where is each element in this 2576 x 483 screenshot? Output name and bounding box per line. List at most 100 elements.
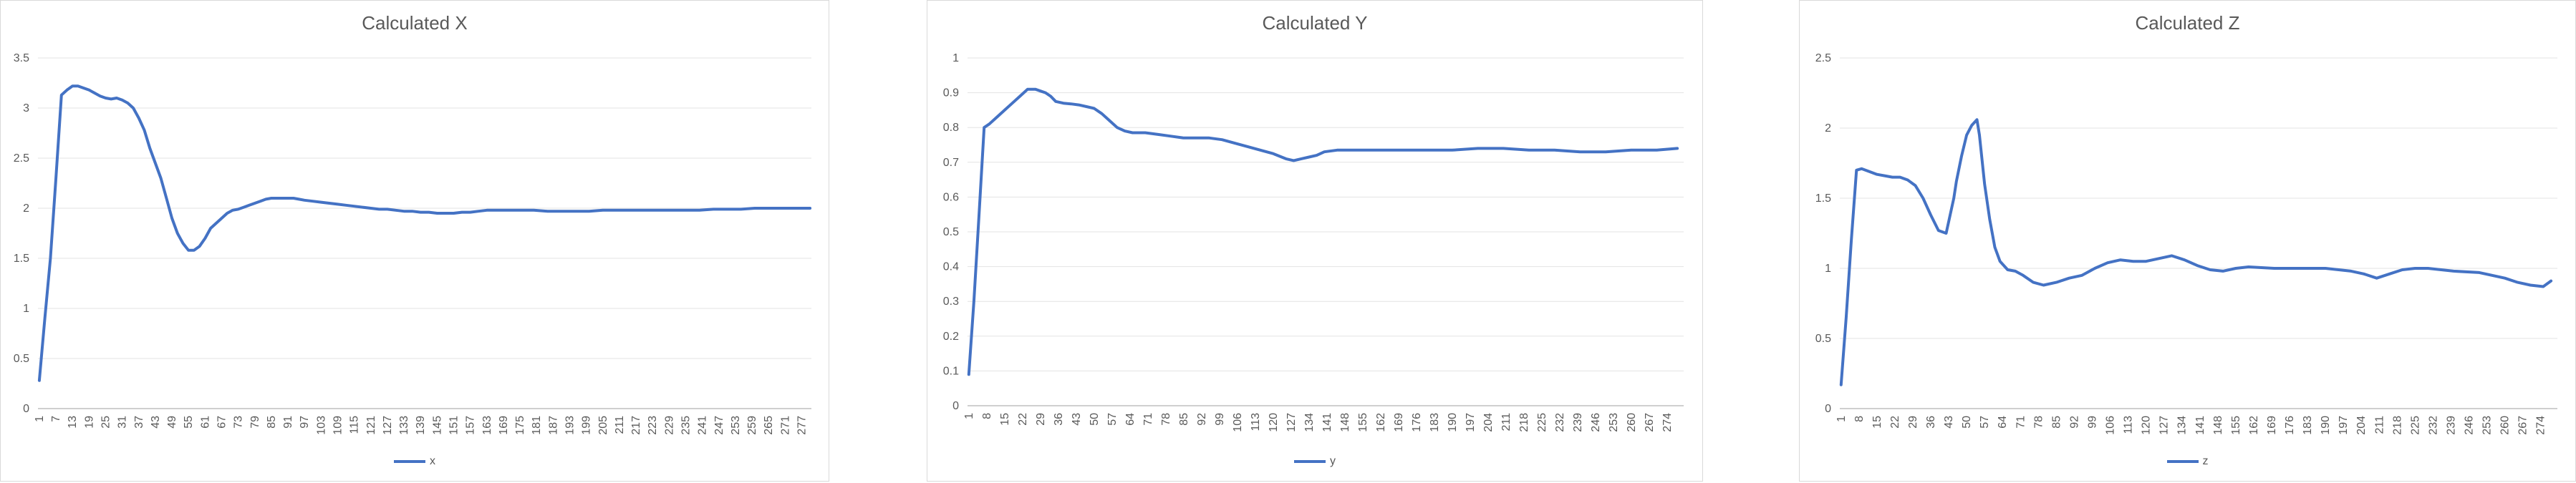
- x-tick-label: 271: [779, 416, 791, 435]
- x-tick-label: 1: [34, 416, 46, 422]
- x-tick-label: 183: [2302, 416, 2314, 435]
- y-tick-label: 0.5: [1815, 333, 1831, 345]
- x-tick-label: 155: [2230, 416, 2242, 435]
- x-tick-label: 31: [117, 416, 129, 429]
- x-tick-label: 134: [1303, 413, 1316, 432]
- x-tick-label: 274: [2535, 416, 2547, 435]
- chart-plot-z: 00.511.522.51 8 15 22 29 36 43 50 57 64 71 78 85 92 99…: [1815, 52, 2557, 435]
- x-tick-label: 181: [531, 416, 543, 435]
- chart-panel-y: Calculated Y 0 0.1 0.2 0.3 0.4 0.5 0.6 0.7 0.8 0.…: [927, 0, 1703, 482]
- x-tick-label: 92: [2068, 416, 2080, 429]
- x-tick-label: 176: [2284, 416, 2296, 435]
- x-tick-label: 175: [514, 416, 526, 435]
- x-tick-label: 120: [2141, 416, 2153, 435]
- chart-title: Calculated Y: [1262, 12, 1368, 34]
- x-tick-label: 49: [166, 416, 178, 429]
- x-tick-label: 50: [1089, 413, 1101, 426]
- x-tick-label: 113: [1250, 413, 1262, 431]
- x-tick-label: 64: [1997, 416, 2009, 429]
- x-tick-label: 187: [547, 416, 559, 435]
- x-tick-label: 29: [1907, 416, 1919, 429]
- x-tick-label: 176: [1411, 413, 1423, 432]
- x-tick-label: 169: [1393, 413, 1405, 432]
- y-tick-label: 1: [1825, 263, 1831, 275]
- chart-panel-x: Calculated X 0 0.5 1 1.5 2 2.5 3 3.5 1 7 13 19 25 31 3…: [0, 0, 829, 482]
- x-tick-label: 127: [2158, 416, 2171, 435]
- y-tick-label: 0.5: [943, 226, 959, 238]
- x-tick-label: 36: [1925, 416, 1937, 429]
- x-tick-label: 22: [1889, 416, 1901, 429]
- x-tick-label: 197: [1465, 413, 1477, 432]
- x-tick-label: 246: [1590, 413, 1602, 432]
- x-tick-label: 133: [398, 416, 410, 435]
- legend-swatch: [394, 459, 425, 463]
- x-tick-label: 99: [1214, 413, 1226, 426]
- x-tick-label: 235: [680, 416, 693, 435]
- x-tick-label: 217: [630, 416, 642, 435]
- x-tick-label: 211: [1500, 413, 1513, 431]
- x-tick-label: 127: [382, 416, 394, 435]
- x-tick-label: 15: [999, 413, 1011, 426]
- x-tick-label: 151: [448, 416, 460, 435]
- y-tick-label: 0: [1825, 403, 1831, 415]
- x-tick-label: 43: [1071, 413, 1083, 426]
- x-tick-label: 92: [1196, 413, 1208, 426]
- x-tick-label: 169: [2266, 416, 2278, 435]
- x-tick-label: 113: [2123, 416, 2135, 434]
- x-tick-label: 67: [216, 416, 228, 429]
- x-tick-label: 50: [1961, 416, 1973, 429]
- x-tick-label: 145: [431, 416, 443, 435]
- x-tick-label: 8: [1853, 416, 1866, 422]
- x-tick-label: 183: [1429, 413, 1441, 432]
- x-tick-label: 211: [2373, 416, 2386, 434]
- x-tick-label: 259: [746, 416, 758, 435]
- chart-legend: x: [1, 455, 829, 468]
- x-tick-label: 19: [83, 416, 95, 429]
- x-tick-label: 8: [981, 413, 993, 419]
- x-tick-label: 277: [796, 416, 809, 435]
- chart-plot-x: 00.511.522.533.51 7 13 19 25 31 37 43 49 55 61 67 73…: [14, 52, 812, 435]
- x-tick-label: 232: [2427, 416, 2439, 435]
- x-tick-label: 239: [2445, 416, 2457, 435]
- x-tick-label: 121: [365, 416, 377, 435]
- y-tick-label: 0.3: [943, 296, 959, 308]
- x-tick-label: 169: [498, 416, 510, 435]
- x-tick-label: 204: [1482, 413, 1495, 432]
- y-tick-label: 2: [23, 203, 29, 215]
- x-tick-label: 197: [2338, 416, 2350, 435]
- x-tick-label: 141: [2194, 416, 2206, 435]
- x-tick-label: 106: [1232, 413, 1244, 432]
- chart-title: Calculated X: [362, 12, 468, 34]
- y-tick-label: 1: [952, 52, 959, 64]
- x-tick-label: 247: [713, 416, 725, 435]
- x-tick-label: 134: [2176, 416, 2189, 435]
- x-tick-label: 57: [1106, 413, 1119, 426]
- x-tick-label: 211: [614, 416, 626, 434]
- x-tick-label: 103: [315, 416, 327, 435]
- x-tick-label: 253: [730, 416, 742, 435]
- x-tick-label: 79: [249, 416, 261, 429]
- legend-label: y: [1330, 455, 1336, 467]
- x-tick-label: 141: [1321, 413, 1333, 432]
- x-tick-label: 190: [2320, 416, 2332, 435]
- legend-swatch: [1294, 459, 1326, 463]
- x-tick-label: 260: [2499, 416, 2512, 435]
- x-tick-label: 64: [1124, 413, 1137, 426]
- y-tick-label: 3: [23, 102, 29, 114]
- y-tick-label: 1.5: [1815, 192, 1831, 205]
- x-tick-label: 15: [1871, 416, 1883, 429]
- x-tick-label: 157: [465, 416, 477, 435]
- y-tick-label: 0.6: [943, 191, 959, 203]
- x-tick-label: 253: [1608, 413, 1620, 432]
- y-tick-label: 2.5: [1815, 52, 1831, 64]
- x-tick-label: 85: [2050, 416, 2063, 429]
- x-tick-label: 218: [1518, 413, 1530, 432]
- x-tick-label: 22: [1017, 413, 1029, 426]
- x-tick-label: 29: [1035, 413, 1047, 426]
- x-tick-label: 246: [2464, 416, 2476, 435]
- y-tick-label: 1.5: [14, 253, 29, 265]
- x-tick-label: 239: [1572, 413, 1584, 432]
- x-tick-label: 1: [1835, 416, 1848, 422]
- series-line-z: [1839, 118, 2553, 386]
- x-tick-label: 73: [233, 416, 245, 429]
